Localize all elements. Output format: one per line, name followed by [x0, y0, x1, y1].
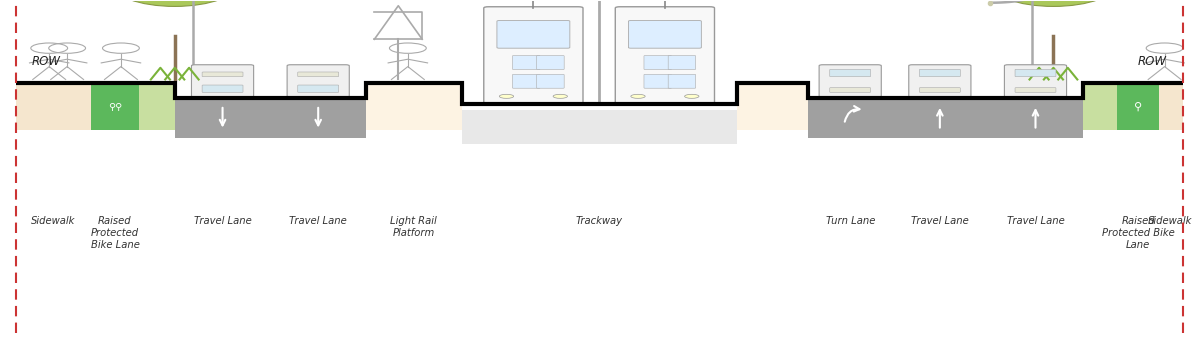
Text: Raised
Protected
Bike Lane: Raised Protected Bike Lane [90, 216, 139, 250]
FancyBboxPatch shape [1004, 65, 1067, 97]
Bar [892, 98, 988, 138]
Text: Travel Lane: Travel Lane [193, 216, 252, 226]
Text: Travel Lane: Travel Lane [1007, 216, 1064, 226]
Text: Light Rail
Platform: Light Rail Platform [390, 216, 437, 238]
FancyBboxPatch shape [644, 56, 672, 69]
Bar [809, 98, 892, 138]
Text: ROW: ROW [31, 55, 60, 68]
Bar [91, 83, 139, 130]
Ellipse shape [110, 0, 239, 6]
FancyBboxPatch shape [536, 74, 564, 88]
Bar [1084, 83, 1117, 130]
Text: Trackway: Trackway [576, 216, 623, 226]
Ellipse shape [989, 0, 1118, 6]
FancyBboxPatch shape [484, 7, 583, 103]
FancyBboxPatch shape [668, 74, 696, 88]
FancyBboxPatch shape [829, 69, 871, 77]
Text: Sidewalk: Sidewalk [31, 216, 74, 226]
Text: ROW: ROW [1138, 55, 1166, 68]
FancyBboxPatch shape [629, 21, 701, 48]
Text: Raised
Protected Bike
Lane: Raised Protected Bike Lane [1102, 216, 1175, 250]
FancyBboxPatch shape [512, 74, 540, 88]
Circle shape [553, 94, 568, 98]
FancyBboxPatch shape [820, 65, 881, 97]
Bar [737, 83, 809, 130]
FancyBboxPatch shape [1015, 69, 1056, 77]
Bar [988, 98, 1084, 138]
FancyBboxPatch shape [298, 72, 338, 77]
FancyBboxPatch shape [644, 74, 672, 88]
Bar [366, 83, 462, 130]
FancyBboxPatch shape [192, 65, 253, 97]
Text: Sidewalk: Sidewalk [1148, 216, 1193, 226]
Circle shape [499, 94, 514, 98]
Bar [1159, 83, 1182, 130]
FancyBboxPatch shape [668, 56, 696, 69]
Text: ⚲: ⚲ [1134, 102, 1142, 112]
FancyBboxPatch shape [202, 72, 242, 77]
FancyBboxPatch shape [919, 88, 960, 92]
Bar [139, 83, 175, 130]
Bar [462, 110, 737, 144]
FancyBboxPatch shape [497, 21, 570, 48]
Text: Turn Lane: Turn Lane [826, 216, 875, 226]
Bar [16, 83, 91, 130]
Text: Travel Lane: Travel Lane [911, 216, 968, 226]
Bar [175, 98, 270, 138]
FancyBboxPatch shape [202, 85, 242, 92]
FancyBboxPatch shape [298, 85, 338, 92]
FancyBboxPatch shape [512, 56, 540, 69]
FancyBboxPatch shape [616, 7, 714, 103]
Text: Travel Lane: Travel Lane [289, 216, 347, 226]
FancyBboxPatch shape [287, 65, 349, 97]
FancyBboxPatch shape [536, 56, 564, 69]
Bar [1117, 83, 1159, 130]
FancyBboxPatch shape [908, 65, 971, 97]
Circle shape [631, 94, 646, 98]
Bar [270, 98, 366, 138]
FancyBboxPatch shape [919, 69, 960, 77]
FancyBboxPatch shape [829, 88, 871, 92]
FancyBboxPatch shape [1015, 88, 1056, 92]
Text: ⚲⚲: ⚲⚲ [108, 102, 122, 112]
Circle shape [685, 94, 698, 98]
